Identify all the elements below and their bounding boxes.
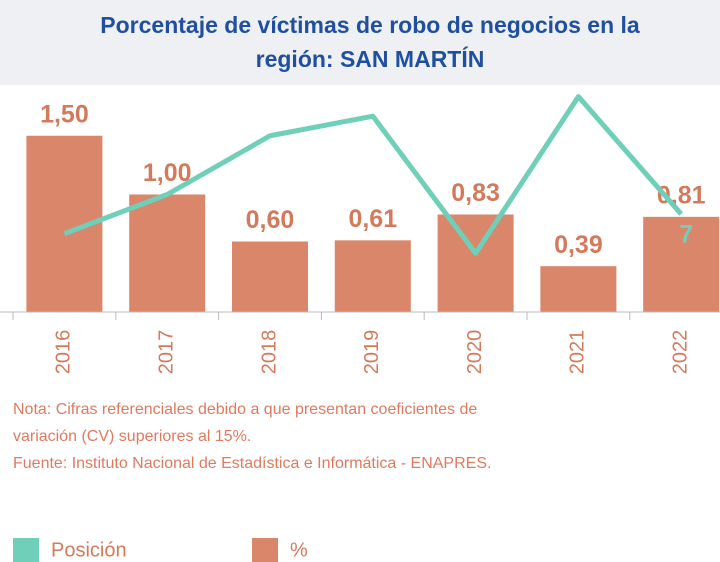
title-line: región: SAN MARTÍN: [256, 45, 485, 72]
x-tick-label: 2019: [361, 330, 383, 375]
x-tick-label: 2017: [155, 330, 177, 375]
bar: [643, 216, 720, 312]
bar: [437, 214, 514, 312]
bar: [334, 240, 411, 312]
title-line: Porcentaje de víctimas de robo de negoci…: [100, 12, 640, 38]
data-label: 0,61: [348, 205, 397, 233]
legend-swatch: [252, 538, 278, 562]
note: Fuente: Instituto Nacional de Estadístic…: [13, 455, 491, 472]
x-tick-label: 2016: [53, 330, 75, 375]
x-tick-label: 2021: [567, 330, 589, 375]
note: Nota: Cifras referenciales debido a que …: [13, 401, 477, 418]
legend-swatch: [13, 538, 39, 562]
line: [63, 94, 684, 256]
x-tick-label: 2020: [464, 330, 486, 375]
bar: [540, 266, 617, 312]
x-tick-label: 2022: [669, 330, 691, 375]
chart-title: Porcentaje de víctimas de robo de negoci…: [100, 12, 640, 72]
data-label: 0,60: [246, 206, 295, 234]
bar: [129, 194, 206, 312]
legend-label: %: [290, 539, 308, 561]
title-band: [0, 0, 720, 85]
x-tick-label: 2018: [258, 330, 280, 375]
data-label: 0,83: [451, 179, 500, 207]
bar: [232, 241, 308, 312]
line-label: 7: [679, 221, 693, 249]
legend-label: Posición: [51, 539, 127, 561]
data-label: 0,39: [554, 231, 603, 259]
note: variación (CV) superiores al 15%.: [13, 428, 251, 445]
data-label: 1,50: [40, 100, 89, 128]
